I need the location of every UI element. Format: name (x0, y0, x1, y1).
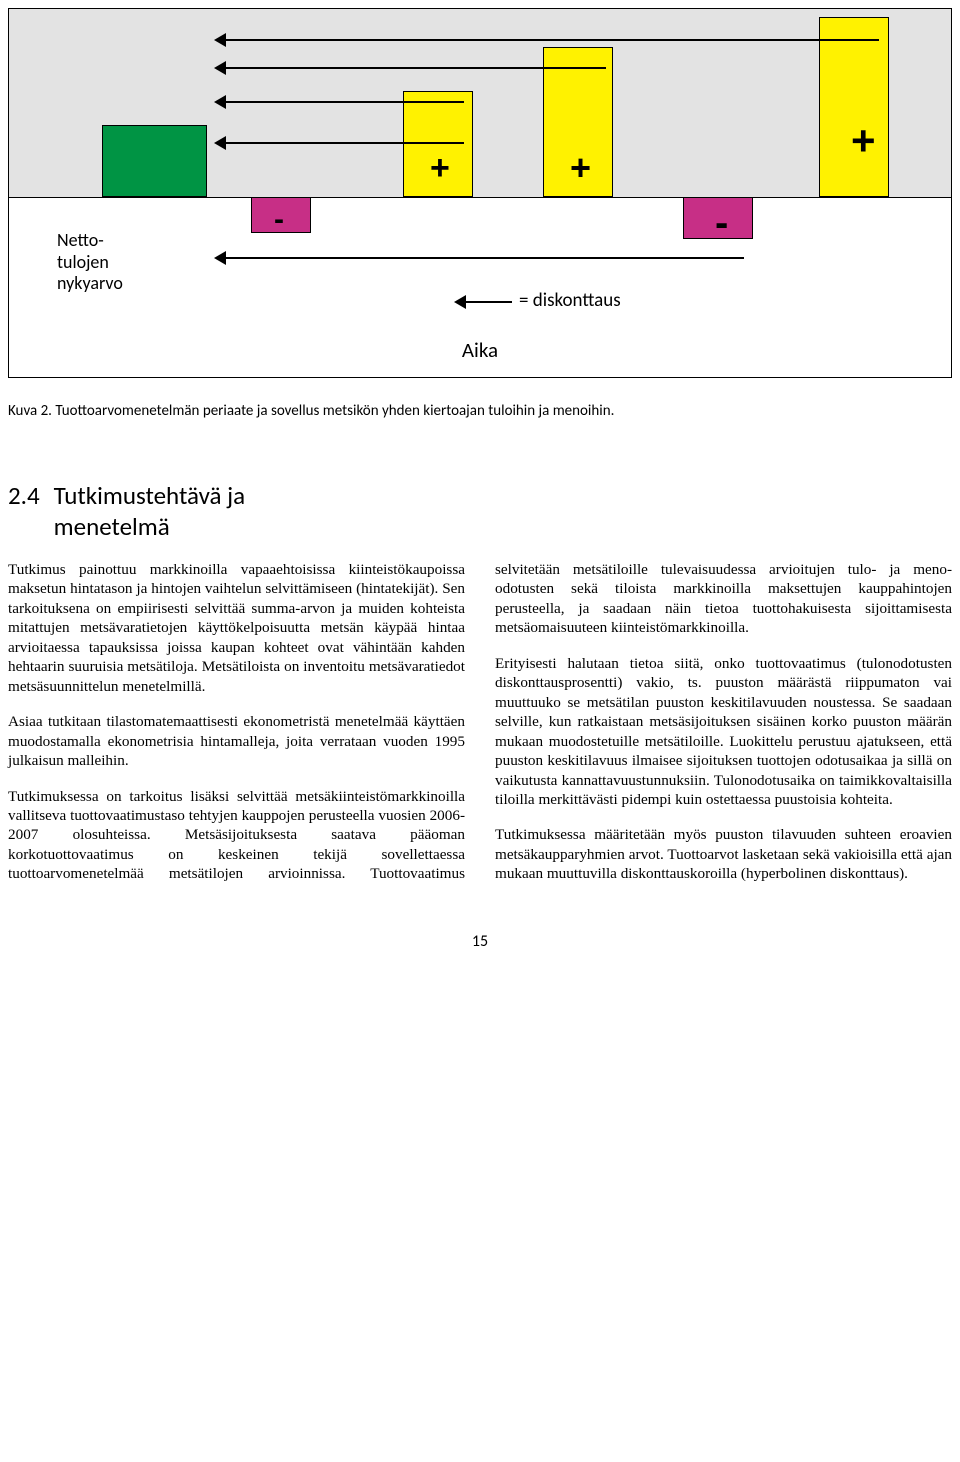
npv-label-line2: tulojen (57, 251, 109, 273)
paragraph: Erityisesti halutaan tietoa siitä, onko … (495, 654, 952, 810)
figure-caption: Kuva 2. Tuottoarvomenetelmän periaate ja… (8, 402, 952, 420)
discount-legend-arrow (464, 301, 512, 303)
discount-arrow (224, 67, 606, 69)
chart-sign: - (274, 203, 284, 237)
discount-arrow (224, 257, 744, 259)
page-number: 15 (8, 932, 952, 951)
figure-container: + + + - - Netto- tulojen nykyarvo = diskontt… (8, 8, 952, 378)
paragraph: Tutkimus painottuu markkinoilla vapaaeht… (8, 560, 465, 696)
chart-sign: + (851, 117, 876, 165)
paragraph: Tutkimuksessa määritetään myös puuston t… (495, 825, 952, 883)
body-text: Tutkimus painottuu markkinoilla vapaaeht… (8, 560, 952, 892)
npv-label: Netto- tulojen nykyarvo (57, 230, 123, 295)
discount-arrow (224, 101, 464, 103)
chart-sign: - (715, 201, 728, 246)
discount-arrow (224, 39, 879, 41)
chart-bar (819, 17, 889, 197)
discount-arrow (224, 142, 464, 144)
npv-label-line3: nykyarvo (57, 272, 123, 294)
section-number: 2.4 (8, 480, 40, 542)
section-heading: 2.4 Tutkimustehtävä ja menetelmä (8, 480, 952, 542)
chart-bar (102, 125, 207, 197)
npv-chart: + + + - - Netto- tulojen nykyarvo = diskontt… (9, 9, 951, 329)
x-axis-label: Aika (9, 329, 951, 377)
paragraph: Asiaa tutkitaan tilastomatemaattisesti e… (8, 712, 465, 770)
chart-sign: + (430, 149, 450, 188)
section-title: Tutkimustehtävä ja menetelmä (54, 480, 245, 542)
npv-label-line1: Netto- (57, 229, 104, 251)
chart-baseline (9, 197, 951, 198)
chart-sign: + (570, 147, 591, 189)
discount-legend-label: = diskonttaus (519, 289, 621, 312)
